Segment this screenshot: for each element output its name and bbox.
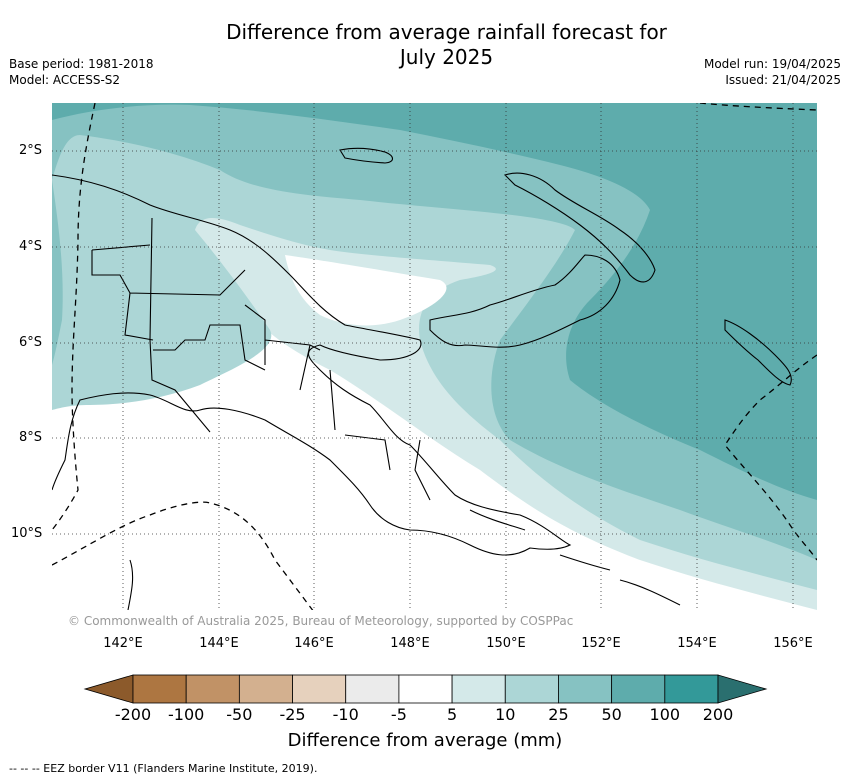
colorbar-tick-label: -100 xyxy=(168,705,205,724)
issued-text: Issued: 21/04/2025 xyxy=(725,73,841,87)
colorbar-tick-label: -25 xyxy=(279,705,306,724)
meta-right: Model run: 19/04/2025 Issued: 21/04/2025 xyxy=(704,56,841,88)
lon-label-142e: 142°E xyxy=(103,636,143,651)
contour-minus5-5 xyxy=(285,255,447,326)
lon-label-150e: 150°E xyxy=(486,636,526,651)
lon-label-148e: 148°E xyxy=(390,636,430,651)
colorbar-extend-low xyxy=(83,674,134,704)
colorbar-swatch xyxy=(451,674,506,704)
new-britain-coast xyxy=(429,254,621,348)
model-text: Model: ACCESS-S2 xyxy=(9,73,121,87)
colorbar-tick-label: -200 xyxy=(114,705,152,724)
lat-label-8s: 8°S xyxy=(19,430,43,445)
title-line-1: Difference from average rainfall forecas… xyxy=(226,20,667,44)
colorbar-swatch xyxy=(611,674,666,704)
colorbar-swatch xyxy=(398,674,453,704)
colorbar-swatch xyxy=(664,674,719,704)
colorbar-tick-label: 25 xyxy=(548,705,569,724)
eez-footnote: -- -- -- EEZ border V11 (Flanders Marine… xyxy=(9,762,318,775)
province-borders xyxy=(91,244,431,501)
colorbar-swatch xyxy=(558,674,613,704)
lon-label-144e: 144°E xyxy=(199,636,239,651)
title-line-2: July 2025 xyxy=(399,45,494,69)
islands-south xyxy=(127,509,681,610)
colorbar-swatch xyxy=(345,674,400,704)
border-png-indonesia xyxy=(149,217,211,433)
colorbar-tick-label: 50 xyxy=(601,705,622,724)
colorbar-tick-label: -10 xyxy=(332,705,359,724)
colorbar-tick-label: -50 xyxy=(226,705,253,724)
colorbar-tick-label: 10 xyxy=(495,705,516,724)
contour-50-100 xyxy=(52,103,817,500)
model-run-text: Model run: 19/04/2025 xyxy=(703,57,841,71)
lon-label-152e: 152°E xyxy=(581,636,621,651)
colorbar-swatch xyxy=(132,674,187,704)
base-period-text: Base period: 1981-2018 xyxy=(9,57,154,71)
colorbar-tick-label: 5 xyxy=(446,705,458,724)
lon-label-154e: 154°E xyxy=(677,636,717,651)
contour-100-200 xyxy=(120,103,817,182)
colorbar-swatch xyxy=(185,674,240,704)
map-title: Difference from average rainfall forecas… xyxy=(0,20,850,70)
copyright-text: © Commonwealth of Australia 2025, Bureau… xyxy=(68,614,574,628)
lat-label-2s: 2°S xyxy=(19,143,43,158)
colorbar-swatch xyxy=(238,674,293,704)
gridlines xyxy=(52,103,817,610)
manus-coast xyxy=(339,147,394,164)
colorbar-title: Difference from average (mm) xyxy=(287,730,563,751)
lon-label-146e: 146°E xyxy=(294,636,334,651)
coastlines xyxy=(52,147,792,610)
colorbar-tick-label: 100 xyxy=(649,705,681,724)
bougainville-coast xyxy=(724,319,792,386)
colorbar-swatch xyxy=(292,674,347,704)
lat-label-10s: 10°S xyxy=(11,526,43,541)
rainfall-contours xyxy=(52,103,817,610)
lat-label-4s: 4°S xyxy=(19,239,43,254)
colorbar-tick-label: 200 xyxy=(702,705,734,724)
contour-25-50 xyxy=(52,103,817,560)
colorbar xyxy=(83,674,768,704)
colorbar-tick-label: -5 xyxy=(390,705,407,724)
colorbar-extend-high xyxy=(717,674,768,704)
eez-south xyxy=(52,501,314,610)
new-guinea-coast xyxy=(52,174,572,556)
new-ireland-coast xyxy=(503,172,656,283)
lat-label-6s: 6°S xyxy=(19,335,43,350)
lon-label-156e: 156°E xyxy=(773,636,813,651)
colorbar-swatch xyxy=(504,674,559,704)
meta-left: Base period: 1981-2018 Model: ACCESS-S2 xyxy=(9,56,154,88)
eez-west xyxy=(52,103,96,531)
